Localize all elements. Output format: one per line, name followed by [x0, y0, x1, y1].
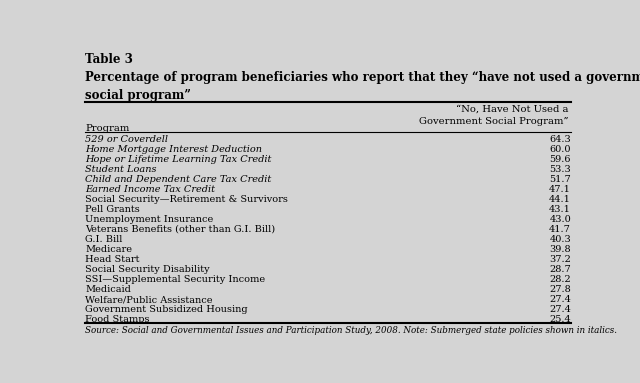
Text: Government Subsidized Housing: Government Subsidized Housing — [85, 305, 248, 314]
Text: Earned Income Tax Credit: Earned Income Tax Credit — [85, 185, 215, 194]
Text: Social Security—Retirement & Survivors: Social Security—Retirement & Survivors — [85, 195, 288, 204]
Text: Social Security Disability: Social Security Disability — [85, 265, 209, 274]
Text: 43.0: 43.0 — [549, 215, 571, 224]
Text: Program: Program — [85, 124, 129, 133]
Text: Unemployment Insurance: Unemployment Insurance — [85, 215, 213, 224]
Text: 27.8: 27.8 — [549, 285, 571, 294]
Text: Table 3: Table 3 — [85, 53, 133, 66]
Text: 28.7: 28.7 — [549, 265, 571, 274]
Text: 25.4: 25.4 — [549, 315, 571, 324]
Text: G.I. Bill: G.I. Bill — [85, 235, 122, 244]
Text: 43.1: 43.1 — [549, 205, 571, 214]
Text: Pell Grants: Pell Grants — [85, 205, 140, 214]
Text: Food Stamps: Food Stamps — [85, 315, 150, 324]
Text: 47.1: 47.1 — [549, 185, 571, 194]
Text: 51.7: 51.7 — [549, 175, 571, 184]
Text: 27.4: 27.4 — [549, 295, 571, 304]
Text: 64.3: 64.3 — [549, 135, 571, 144]
Text: Veterans Benefits (other than G.I. Bill): Veterans Benefits (other than G.I. Bill) — [85, 225, 275, 234]
Text: Hope or Lifetime Learning Tax Credit: Hope or Lifetime Learning Tax Credit — [85, 155, 271, 164]
Text: 40.3: 40.3 — [549, 235, 571, 244]
Text: 529 or Coverdell: 529 or Coverdell — [85, 135, 168, 144]
Text: 39.8: 39.8 — [549, 245, 571, 254]
Text: Welfare/Public Assistance: Welfare/Public Assistance — [85, 295, 212, 304]
Text: SSI—Supplemental Security Income: SSI—Supplemental Security Income — [85, 275, 265, 284]
Text: 41.7: 41.7 — [549, 225, 571, 234]
Text: Source: Social and Governmental Issues and Participation Study, 2008. Note: Subm: Source: Social and Governmental Issues a… — [85, 326, 617, 336]
Text: social program”: social program” — [85, 89, 191, 102]
Text: Home Mortgage Interest Deduction: Home Mortgage Interest Deduction — [85, 145, 262, 154]
Text: 44.1: 44.1 — [549, 195, 571, 204]
Text: Medicare: Medicare — [85, 245, 132, 254]
Text: 28.2: 28.2 — [549, 275, 571, 284]
Text: Child and Dependent Care Tax Credit: Child and Dependent Care Tax Credit — [85, 175, 271, 184]
Text: Student Loans: Student Loans — [85, 165, 156, 174]
Text: 59.6: 59.6 — [550, 155, 571, 164]
Text: 53.3: 53.3 — [549, 165, 571, 174]
Text: 37.2: 37.2 — [549, 255, 571, 264]
Text: Medicaid: Medicaid — [85, 285, 131, 294]
Text: Percentage of program beneficiaries who report that they “have not used a govern: Percentage of program beneficiaries who … — [85, 71, 640, 84]
Text: 60.0: 60.0 — [550, 145, 571, 154]
Text: Head Start: Head Start — [85, 255, 140, 264]
Text: “No, Have Not Used a
Government Social Program”: “No, Have Not Used a Government Social P… — [419, 105, 568, 126]
Text: 27.4: 27.4 — [549, 305, 571, 314]
